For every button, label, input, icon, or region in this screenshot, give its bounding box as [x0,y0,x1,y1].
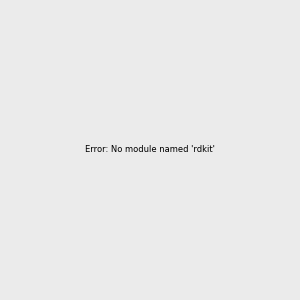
Text: Error: No module named 'rdkit': Error: No module named 'rdkit' [85,146,215,154]
